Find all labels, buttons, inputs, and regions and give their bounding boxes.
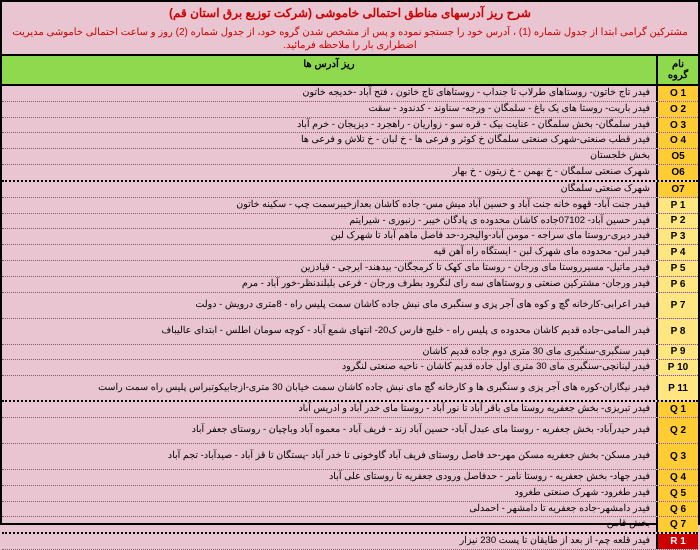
table-row: P 7فیدر اعرابی-کارخانه گچ و کوه های آجر … (2, 293, 698, 319)
table-row: Q 7بخش قامن (2, 517, 698, 534)
group-cell: Q 6 (656, 502, 698, 517)
address-cell: فیدر قلعه چم- از بعد از طایقان تا پست 23… (2, 534, 656, 549)
group-cell: P 8 (656, 319, 698, 344)
address-cell: فیدر حیدرآباد- بخش جعفریه - روستا مای عب… (2, 418, 656, 443)
table-row: P 6فیدر ورجان- مشترکین صنعتی و روستاهای … (2, 277, 698, 293)
table-row: P 10فیدر لینانچی-سنگبری مای 30 متری اول … (2, 360, 698, 376)
group-cell: P 6 (656, 277, 698, 292)
address-cell: فیدر طغرود- شهرک صنعتی طغرود (2, 486, 656, 501)
group-cell: Q 5 (656, 486, 698, 501)
group-cell: Q 2 (656, 418, 698, 443)
group-cell: P 4 (656, 245, 698, 260)
address-cell: فیدر حسین آباد- 07102جاده کاشان محدوده ی… (2, 214, 656, 229)
group-cell: Q 4 (656, 470, 698, 485)
table-row: P 5فیدر ماتیل- مسیرروستا مای ورجان - روس… (2, 261, 698, 277)
table-row: O5بخش خلجستان (2, 149, 698, 165)
address-cell: فیدر نیگاران-کوره های آجر پزی و سنگبری ه… (2, 376, 656, 400)
group-cell: R 1 (656, 534, 698, 549)
group-cell: O 2 (656, 102, 698, 117)
group-cell: O5 (656, 149, 698, 164)
address-cell: فیدر ورجان- مشترکین صنعتی و روستاهای سه … (2, 277, 656, 292)
address-cell: فیدر دامشهر-جاده جعفریه تا دامشهر - احمد… (2, 502, 656, 517)
address-cell: فیدر دیری-روستا مای سراجه - مومن آباد-وا… (2, 229, 656, 244)
group-cell: P 11 (656, 376, 698, 400)
header-group-label: نام گروه (656, 56, 698, 84)
header-address-label: ریز آدرس ها (2, 56, 656, 84)
group-cell: P 7 (656, 293, 698, 318)
group-cell: P 5 (656, 261, 698, 276)
group-cell: O 4 (656, 133, 698, 148)
table-row: P 9فیدر سنگبری-سنگبری مای 30 متری دوم جا… (2, 345, 698, 361)
table-row: Q 1فیدر تبریزی- بخش جعفریه روستا مای باق… (2, 402, 698, 418)
table-row: Q 6فیدر دامشهر-جاده جعفریه تا دامشهر - ا… (2, 502, 698, 518)
group-cell: O 3 (656, 118, 698, 133)
group-cell: P 9 (656, 345, 698, 360)
address-cell: فیدر لبن- محدوده مای شهرک لبن - ایستگاه … (2, 245, 656, 260)
table-row: P 11فیدر نیگاران-کوره های آجر پزی و سنگب… (2, 376, 698, 402)
address-cell: فیدر تبریزی- بخش جعفریه روستا مای باقر آ… (2, 402, 656, 417)
table-row: R 1فیدر قلعه چم- از بعد از طایقان تا پست… (2, 534, 698, 550)
group-cell: P 1 (656, 198, 698, 213)
table-row: O7شهرک صنعتی سلمگان (2, 182, 698, 198)
address-cell: فیدر قطب صنعتی-شهرک صنعتی سلمگان خ کوثر … (2, 133, 656, 148)
group-cell: P 10 (656, 360, 698, 375)
address-cell: فیدر سلمگان- بخش سلمگان - عنایت بیک - قر… (2, 118, 656, 133)
address-cell: فیدر جنت آباد- قهوه خانه جنت آباد و حسین… (2, 198, 656, 213)
address-cell: فیدر جهاد- بخش جعفریه - روستا نامر - حدف… (2, 470, 656, 485)
table-row: O6شهرک صنعتی سلمگان - خ بهمن - خ زیتون -… (2, 165, 698, 182)
table-row: P 1فیدر جنت آباد- قهوه خانه جنت آباد و ح… (2, 198, 698, 214)
table-row: P 2فیدر حسین آباد- 07102جاده کاشان محدود… (2, 214, 698, 230)
table-row: P 8فیدر المامی-جاده قدیم کاشان محدوده ی … (2, 319, 698, 345)
table-row: O 1فیدر تاج خاتون- روستاهای طرلاب تا جند… (2, 86, 698, 102)
address-cell: فیدر تاج خاتون- روستاهای طرلاب تا جنداب … (2, 86, 656, 101)
address-cell: بخش خلجستان (2, 149, 656, 164)
table-row: Q 2فیدر حیدرآباد- بخش جعفریه - روستا مای… (2, 418, 698, 444)
address-cell: فیدر باریت- روستا های یک باغ - سلمگان - … (2, 102, 656, 117)
table-row: Q 4فیدر جهاد- بخش جعفریه - روستا نامر - … (2, 470, 698, 486)
table-row: P 3فیدر دیری-روستا مای سراجه - مومن آباد… (2, 229, 698, 245)
page-title: شرح ریز آدرسهای مناطق احتمالی خاموشی (شر… (2, 2, 698, 24)
page-subtitle: مشترکین گرامی ابتدا از جدول شماره (1) ، … (2, 24, 698, 54)
address-cell: شهرک صنعتی سلمگان (2, 182, 656, 197)
address-cell: شهرک صنعتی سلمگان - خ بهمن - خ زیتون - خ… (2, 165, 656, 180)
table-row: O 4فیدر قطب صنعتی-شهرک صنعتی سلمگان خ کو… (2, 133, 698, 149)
address-cell: فیدر سنگبری-سنگبری مای 30 متری دوم جاده … (2, 345, 656, 360)
address-cell: فیدر لینانچی-سنگبری مای 30 متری اول جاده… (2, 360, 656, 375)
group-cell: Q 3 (656, 444, 698, 469)
group-cell: Q 1 (656, 402, 698, 417)
group-cell: O 1 (656, 86, 698, 101)
address-cell: فیدر ماتیل- مسیرروستا مای ورجان - روستا … (2, 261, 656, 276)
group-cell: O7 (656, 182, 698, 197)
table-body: O 1فیدر تاج خاتون- روستاهای طرلاب تا جند… (2, 86, 698, 550)
group-cell: O6 (656, 165, 698, 180)
table-row: Q 3فیدر مسکن- بخش جعفریه مسکن مهر-حد فاص… (2, 444, 698, 470)
table-row: Q 5فیدر طغرود- شهرک صنعتی طغرود (2, 486, 698, 502)
address-cell: فیدر المامی-جاده قدیم کاشان محدوده ی پلی… (2, 319, 656, 344)
address-cell: فیدر اعرابی-کارخانه گچ و کوه های آجر پزی… (2, 293, 656, 318)
group-cell: P 3 (656, 229, 698, 244)
table-row: O 2فیدر باریت- روستا های یک باغ - سلمگان… (2, 102, 698, 118)
table-header: نام گروه ریز آدرس ها (2, 54, 698, 86)
address-cell: فیدر مسکن- بخش جعفریه مسکن مهر-حد فاصل ر… (2, 444, 656, 469)
table-row: O 3فیدر سلمگان- بخش سلمگان - عنایت بیک -… (2, 118, 698, 134)
table-row: P 4فیدر لبن- محدوده مای شهرک لبن - ایستگ… (2, 245, 698, 261)
group-cell: P 2 (656, 214, 698, 229)
